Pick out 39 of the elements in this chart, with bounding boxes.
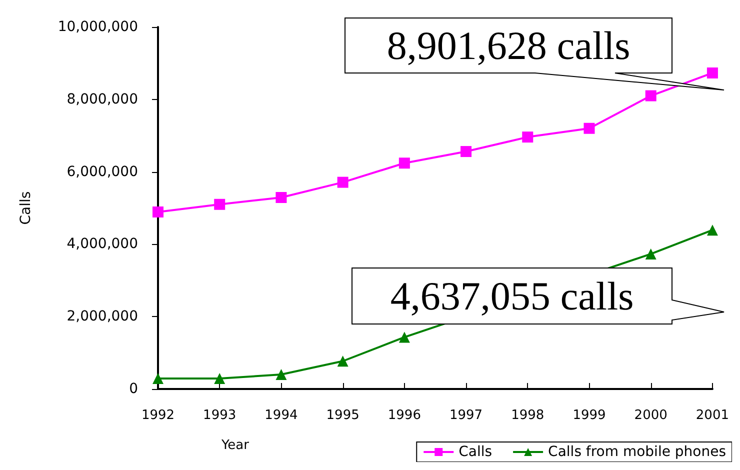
point — [214, 373, 226, 384]
point — [645, 248, 656, 260]
annotation: 4,637,055 calls — [390, 274, 634, 318]
x-tick-label: 1998 — [511, 408, 544, 423]
x-tick-label: 1999 — [572, 408, 606, 423]
point — [584, 122, 595, 134]
y-tick-label: 6,000,000 — [66, 164, 138, 180]
x-tick-label: 1992 — [141, 408, 175, 423]
x-tick-label: 1997 — [449, 408, 483, 423]
legend-label: Calls from mobile phones — [548, 444, 726, 460]
point — [337, 356, 348, 367]
legend-label: Calls — [458, 444, 492, 460]
point — [152, 373, 164, 384]
point — [214, 198, 226, 210]
point — [398, 158, 410, 169]
point — [337, 176, 348, 188]
point — [152, 206, 164, 218]
point — [276, 369, 287, 380]
x-tick-label: 1996 — [388, 408, 421, 423]
y-tick-label: 8,000,000 — [66, 91, 138, 108]
x-axis-title: Year — [220, 438, 250, 453]
y-tick-label: 2,000,000 — [66, 308, 138, 325]
point — [398, 332, 410, 343]
y-tick-label: 0 — [129, 381, 138, 397]
point — [276, 192, 287, 203]
point — [706, 67, 718, 78]
x-tick-label: 1994 — [264, 408, 298, 423]
x-tick-label: 2001 — [696, 408, 730, 423]
point — [522, 132, 534, 143]
x-tick-label: 2000 — [634, 408, 668, 423]
y-tick-label: 10,000,000 — [58, 19, 138, 35]
y-axis-title: Calls — [18, 191, 34, 225]
y-tick-label: 4,000,000 — [66, 236, 138, 252]
point — [645, 90, 656, 102]
point — [706, 224, 718, 236]
point — [460, 146, 472, 158]
x-tick-label: 1995 — [326, 408, 360, 423]
annotation: 8,901,628 calls — [386, 23, 630, 68]
x-tick-label: 1993 — [203, 408, 236, 423]
